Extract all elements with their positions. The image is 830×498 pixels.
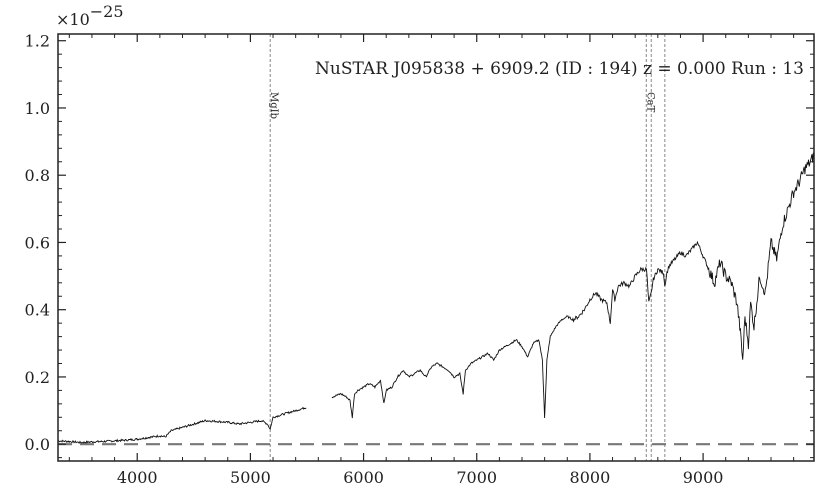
y-multiplier-label: ×10−25 — [56, 2, 124, 29]
line-marker-label-1: CaT — [644, 92, 655, 113]
y-tick-label-5: 1.0 — [25, 99, 50, 118]
x-tick-label-2: 6000 — [343, 468, 384, 487]
series-line-0-segment-0 — [57, 406, 307, 444]
x-tick-label-1: 5000 — [230, 468, 271, 487]
line-marker-label-0: MgIb — [268, 92, 279, 119]
y-tick-label-0: 0.0 — [25, 435, 50, 454]
series-line-0-segment-1 — [331, 152, 815, 419]
y-tick-label-2: 0.4 — [25, 301, 50, 320]
x-tick-label-4: 8000 — [570, 468, 611, 487]
y-tick-label-4: 0.8 — [25, 166, 50, 185]
ticks-group — [58, 34, 814, 461]
plot-frame — [57, 33, 815, 462]
y-tick-label-3: 0.6 — [25, 233, 50, 252]
chart-title: NuSTAR J095838 + 6909.2 (ID : 194) z = 0… — [315, 59, 804, 79]
line-markers: MgIb CaT — [268, 34, 666, 461]
y-multiplier-exponent: −25 — [90, 2, 124, 21]
y-multiplier-base: ×10 — [56, 10, 90, 29]
x-tick-label-0: 4000 — [117, 468, 158, 487]
y-tick-label-1: 0.2 — [25, 368, 50, 387]
y-tick-label-6: 1.2 — [25, 32, 50, 51]
axes-group — [57, 33, 815, 462]
tick-labels-group: 4000 5000 6000 7000 8000 9000 0.0 0.2 0.4 0.6 0.8 1… — [25, 32, 724, 487]
series-group — [57, 152, 815, 444]
x-tick-label-5: 9000 — [683, 468, 724, 487]
x-tick-label-3: 7000 — [456, 468, 497, 487]
